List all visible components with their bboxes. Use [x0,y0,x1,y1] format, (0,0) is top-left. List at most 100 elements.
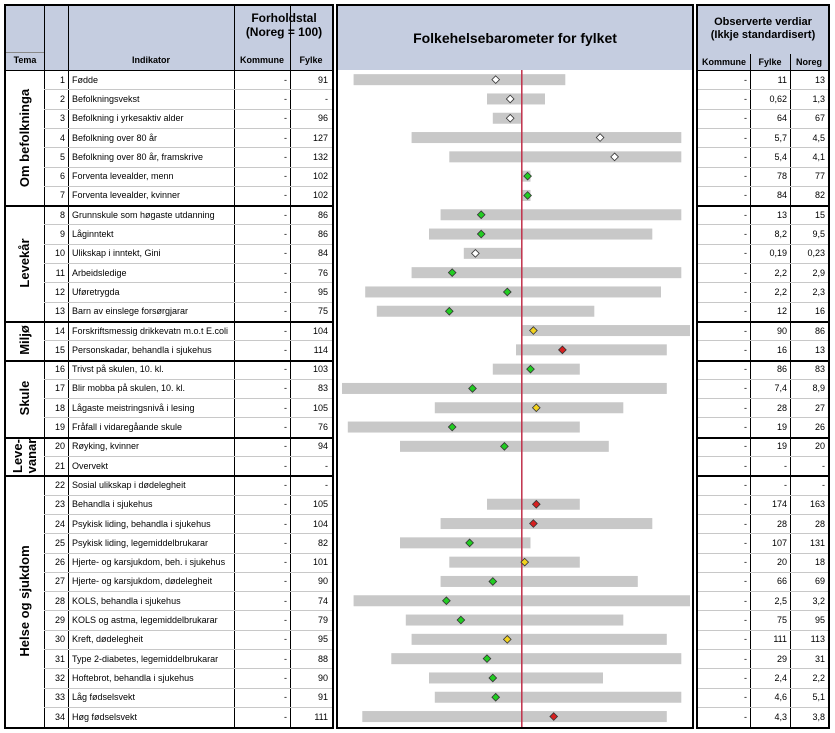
kommune-ratio: - [284,576,287,587]
obs-fylke: 19 [776,441,787,452]
row-number: 4 [59,132,65,143]
row-line [698,89,828,91]
row-line [698,185,828,187]
row-number: 6 [59,171,65,182]
row-line [698,668,828,670]
range-bar [391,653,682,665]
range-bar [342,382,667,394]
range-bar [492,363,580,375]
indicator-label: Kreft, dødelegheit [72,634,144,645]
indicator-label: Befolkning over 80 år [72,132,158,143]
obs-kommune: - [744,190,747,201]
value-marker [549,712,559,721]
obs-kommune: - [744,267,747,278]
obs-noreg: 1,3 [812,93,825,104]
obs-kommune: - [744,518,747,529]
kommune-ratio: - [284,171,287,182]
theme-divider [6,205,332,208]
indicator-label: Barn av einslege forsørgjarar [72,306,189,317]
row-line [44,571,332,573]
row-line [698,263,828,264]
row-line [44,108,332,110]
row-number: 11 [55,267,65,278]
value-marker [488,577,498,586]
row-number: 21 [54,460,65,471]
obs-noreg: 13 [814,74,825,85]
obs-kommune: - [744,557,747,568]
row-line [44,185,332,187]
obs-kommune: - [744,93,747,104]
row-number: 7 [59,190,65,201]
fylke-ratio: 76 [317,422,328,433]
theme-divider [698,320,828,323]
value-marker [529,326,538,335]
kommune-ratio: - [284,441,287,452]
obs-fylke: 86 [776,364,787,375]
obs-noreg: 83 [814,364,825,375]
obs-noreg: 4,5 [812,132,825,143]
row-number: 12 [54,286,65,297]
row-line [44,668,332,670]
obs-kommune: - [744,672,747,683]
value-marker [523,171,532,181]
kommune-ratio: - [284,132,287,143]
fylke-ratio: 79 [317,615,328,626]
value-marker [595,133,605,142]
row-line [698,378,828,380]
indicator-label: Psykisk liding, legemiddelbrukarar [72,537,209,548]
row-line [44,494,332,496]
col-kommune-header: Kommune [239,55,284,65]
kommune-ratio: - [284,422,287,433]
indicator-label: Hoftebrot, behandla i sjukehus [72,672,194,683]
row-number: 27 [54,576,65,587]
row-line [698,147,828,149]
value-marker [505,113,515,123]
obs-kommune: - [744,229,747,240]
indicator-label: Behandla i sjukehus [72,499,153,510]
kommune-ratio: - [284,229,287,240]
row-line [698,166,828,168]
right-col-divider [750,54,751,727]
obs-noreg: 27 [814,402,825,413]
fylke-ratio: 104 [312,325,328,336]
fylke-ratio: 91 [317,692,328,703]
obs-noreg: - [822,479,825,490]
value-marker [610,152,619,162]
obs-fylke: 13 [776,209,787,220]
range-bar [411,132,682,144]
range-bar [429,228,653,240]
row-line [44,263,332,264]
fylke-ratio: - [325,93,328,104]
row-number: 33 [54,692,65,703]
obs-fylke: - [784,479,787,490]
obs-fylke: 29 [776,653,787,664]
row-line [698,301,828,303]
obs-kommune: - [744,151,747,162]
value-marker [471,248,480,258]
chart-svg [342,70,690,727]
obs-kommune: - [744,113,747,124]
range-bar [449,151,682,163]
theme-label-line: vanar [24,438,39,474]
row-number: 9 [59,229,65,240]
range-bar [440,209,682,221]
row-line [44,224,332,226]
row-line [698,629,828,631]
obs-kommune: - [744,460,747,471]
indicator-label: KOLS, behandla i sjukehus [72,595,181,606]
value-marker [529,519,538,528]
ratio-subtitle: (Noreg = 100) [245,25,323,39]
row-number: 22 [54,479,65,490]
indicator-label: Psykisk liding, behandla i sjukehus [72,518,211,529]
obs-fylke: 107 [771,537,787,548]
kommune-ratio: - [284,672,287,683]
obs-noreg: 28 [814,518,825,529]
kommune-ratio: - [284,190,287,201]
chart-panel: Folkehelsebarometer for fylket [336,4,694,729]
obs-noreg: 26 [814,422,825,433]
row-line [44,301,332,303]
col-kommune2-header: Kommune [701,57,746,67]
kommune-ratio: - [284,557,287,568]
fylke-ratio: 105 [312,402,328,413]
indicator-label: Uføretrygda [72,286,120,297]
